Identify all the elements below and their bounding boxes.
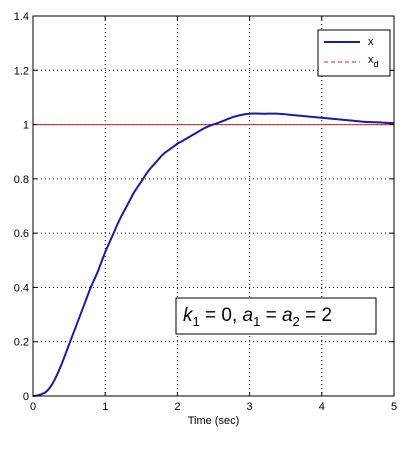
x-tick-label: 4 <box>319 401 325 413</box>
x-axis-label: Time (sec) <box>188 415 240 427</box>
y-tick-label: 1.2 <box>14 65 29 77</box>
legend-label-xd: xd <box>368 54 379 69</box>
x-tick-label: 5 <box>391 401 397 413</box>
y-tick-label: 1 <box>23 120 29 132</box>
series-x-line <box>32 112 395 397</box>
x-tick-label: 3 <box>247 401 253 413</box>
legend: x xd <box>317 29 391 77</box>
y-tick-label: 0.2 <box>14 337 29 349</box>
annotation-text: k1 = 0, a1 = a2 = 2 <box>183 305 332 329</box>
y-tick-label: 1.4 <box>14 11 29 23</box>
legend-box <box>317 29 391 77</box>
legend-label-x: x <box>368 36 374 48</box>
x-tick-label: 1 <box>102 401 108 413</box>
axis-ticks: 0 1 2 3 4 5 0 0.2 0.4 0.6 0.8 1 1.2 1.4 <box>14 11 397 413</box>
x-tick-label: 0 <box>30 401 36 413</box>
y-tick-label: 0.6 <box>14 228 29 240</box>
plot-frame <box>32 15 395 397</box>
x-tick-label: 2 <box>174 401 180 413</box>
y-tick-label: 0 <box>23 391 29 403</box>
data-series <box>32 112 395 397</box>
annotation-box <box>175 297 377 335</box>
parameter-annotation: k1 = 0, a1 = a2 = 2 <box>175 297 377 335</box>
y-tick-label: 0.4 <box>14 282 29 294</box>
y-tick-label: 0.8 <box>14 174 29 186</box>
